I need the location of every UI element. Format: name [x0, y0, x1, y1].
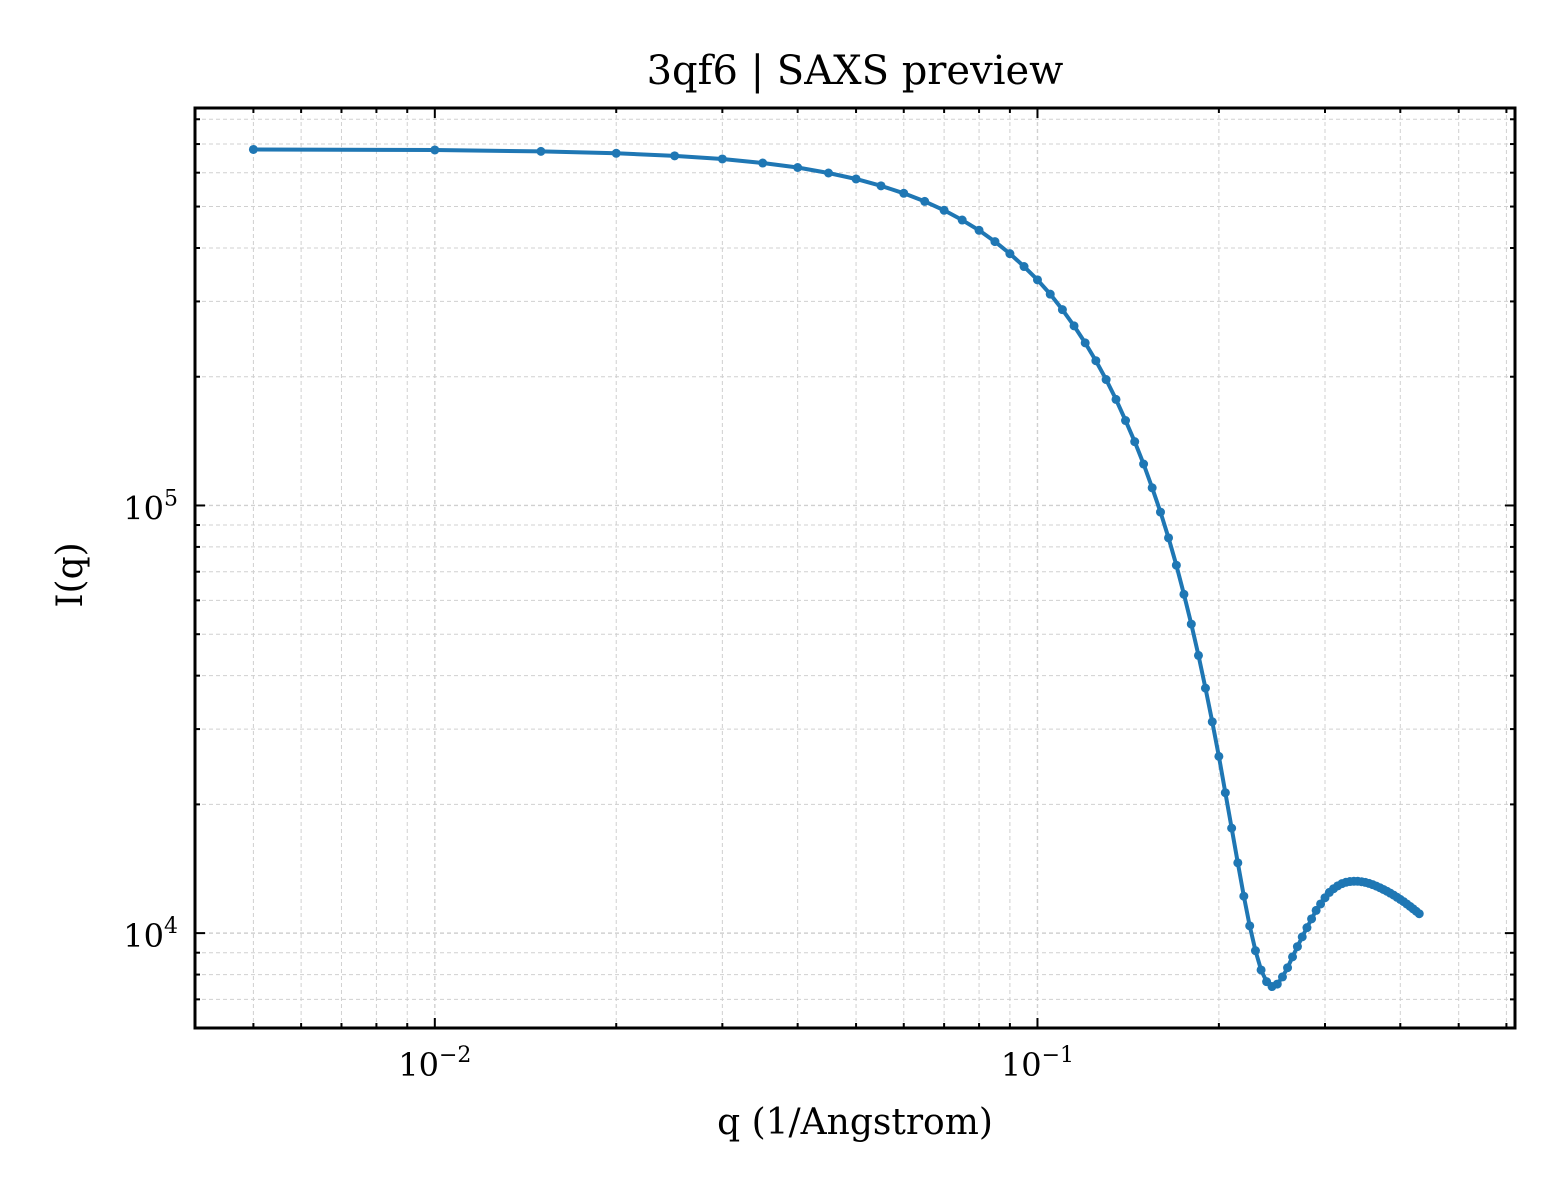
- data-point: [823, 168, 833, 178]
- data-point: [876, 181, 886, 191]
- data-point: [1307, 914, 1317, 924]
- data-point: [1250, 946, 1260, 956]
- data-point: [611, 148, 621, 158]
- y-tick-label: 104: [123, 914, 178, 955]
- data-point: [1207, 717, 1217, 727]
- data-point: [793, 163, 803, 172]
- data-point: [1069, 321, 1079, 331]
- data-point: [1091, 356, 1101, 366]
- data-point: [1193, 650, 1203, 660]
- data-point: [1311, 905, 1321, 915]
- data-point: [990, 237, 1000, 247]
- data-point: [1032, 275, 1042, 285]
- x-tick-label: 10−1: [1001, 1043, 1074, 1084]
- data-point: [1186, 619, 1196, 629]
- data-point: [939, 205, 949, 215]
- data-point: [957, 215, 967, 225]
- data-point: [1272, 979, 1282, 989]
- data-point: [1080, 338, 1090, 348]
- data-point: [1164, 533, 1174, 543]
- data-point: [1256, 965, 1266, 975]
- data-point: [1233, 858, 1243, 868]
- data-point: [1297, 932, 1307, 942]
- data-point: [1171, 560, 1181, 570]
- series-layer: [248, 144, 1424, 992]
- plot-frame: [193, 106, 1517, 1030]
- data-point: [1200, 683, 1210, 693]
- data-point: [1130, 437, 1140, 447]
- data-point: [1292, 942, 1302, 952]
- x-axis-label: q (1/Angstrom): [717, 1102, 993, 1143]
- data-point: [758, 158, 768, 168]
- y-tick-label: 105: [123, 486, 178, 527]
- y-axis-label: I(q): [50, 542, 91, 607]
- tick-labels: 10−2 10−1 104 105: [123, 486, 1074, 1084]
- data-point: [851, 174, 861, 184]
- data-point: [1239, 891, 1249, 901]
- data-point: [1111, 394, 1121, 404]
- data-point: [1288, 952, 1298, 962]
- data-point: [1277, 972, 1287, 982]
- data-point: [1179, 589, 1189, 599]
- chart-title: 3qf6 | SAXS preview: [647, 48, 1064, 94]
- data-point: [1139, 459, 1149, 469]
- data-point: [536, 146, 546, 156]
- data-point: [920, 196, 930, 206]
- data-point: [670, 151, 680, 161]
- data-point: [1283, 963, 1293, 973]
- data-point: [1057, 305, 1067, 315]
- data-point: [1155, 507, 1165, 517]
- data-point: [717, 154, 727, 164]
- data-point: [1302, 923, 1312, 933]
- data-point: [974, 225, 984, 235]
- data-point: [1045, 289, 1055, 299]
- data-point: [1316, 899, 1326, 909]
- data-point: [1227, 823, 1237, 833]
- data-point: [1101, 375, 1111, 385]
- data-point: [430, 145, 440, 155]
- data-point: [1121, 416, 1131, 426]
- data-point: [1005, 249, 1015, 259]
- data-point: [1245, 921, 1255, 931]
- data-point: [1414, 909, 1424, 919]
- data-point: [1220, 788, 1230, 798]
- data-point: [1214, 751, 1224, 761]
- data-point: [248, 144, 258, 154]
- data-point: [899, 188, 909, 198]
- data-point: [1147, 483, 1157, 493]
- x-tick-label: 10−2: [398, 1043, 471, 1084]
- data-point: [1019, 262, 1029, 272]
